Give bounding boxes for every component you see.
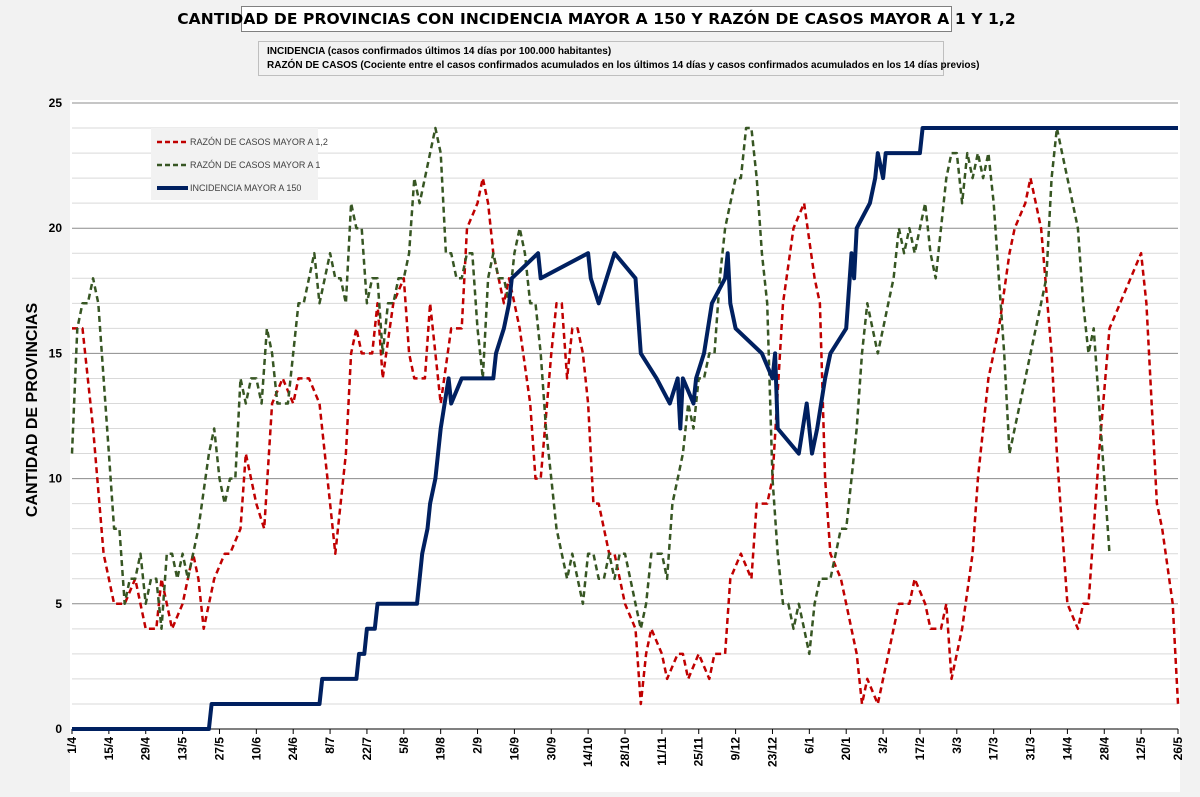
x-tick-label: 13/5 (176, 737, 190, 761)
x-tick-label: 31/3 (1024, 737, 1038, 761)
x-tick-label: 24/6 (286, 737, 300, 761)
x-tick-label: 14/10 (581, 737, 595, 767)
incidence-definition: INCIDENCIA (casos confirmados últimos 14… (267, 46, 612, 57)
chart-title: CANTIDAD DE PROVINCIAS CON INCIDENCIA MA… (177, 6, 1016, 32)
x-tick-label: 9/12 (729, 737, 743, 761)
chart-title-text: CANTIDAD DE PROVINCIAS CON INCIDENCIA MA… (177, 10, 1016, 28)
x-tick-label: 8/7 (323, 737, 337, 754)
x-tick-label: 12/5 (1134, 737, 1148, 761)
legend-label-1: RAZÓN DE CASOS MAYOR A 1,2 (190, 137, 328, 147)
x-tick-label: 16/9 (507, 737, 521, 761)
x-tick-label: 28/10 (618, 737, 632, 767)
x-tick-label: 5/8 (397, 737, 411, 754)
x-tick-label: 27/5 (212, 737, 226, 761)
x-tick-label: 19/8 (434, 737, 448, 761)
y-tick-label: 5 (55, 597, 62, 611)
case-ratio-definition: RAZÓN DE CASOS (Cociente entre el casos … (267, 60, 980, 71)
x-tick-label: 6/1 (802, 737, 816, 754)
x-axis-ticks: 1/4 15/4 29/4 13/5 27/5 10/6 24/6 8/7 22/7 5/8 19/… (65, 729, 1185, 767)
y-tick-label: 0 (55, 722, 62, 736)
legend-label-2: RAZÓN DE CASOS MAYOR A 1 (190, 160, 320, 170)
x-tick-label: 28/4 (1097, 737, 1111, 761)
series-lines (70, 126, 1180, 731)
y-tick-label: 25 (49, 96, 63, 110)
x-tick-label: 1/4 (65, 737, 79, 754)
x-tick-label: 17/3 (987, 737, 1001, 761)
x-tick-label: 26/5 (1171, 737, 1185, 761)
y-tick-label: 20 (49, 221, 63, 235)
x-tick-label: 23/12 (765, 737, 779, 767)
series-line-2 (70, 126, 1111, 656)
x-tick-label: 14/4 (1060, 737, 1074, 761)
definitions-box: INCIDENCIA (casos confirmados últimos 14… (258, 41, 980, 76)
x-tick-label: 29/4 (139, 737, 153, 761)
x-tick-label: 3/3 (950, 737, 964, 754)
y-axis-ticks: 0 5 10 15 20 25 (49, 96, 63, 736)
x-tick-label: 25/11 (692, 737, 706, 767)
x-tick-label: 20/1 (839, 737, 853, 761)
x-tick-label: 11/11 (655, 737, 669, 766)
x-tick-label: 22/7 (360, 737, 374, 761)
x-tick-label: 2/9 (471, 737, 485, 754)
legend-label-3: INCIDENCIA MAYOR A 150 (190, 183, 301, 193)
x-tick-label: 30/9 (544, 737, 558, 761)
x-tick-label: 10/6 (249, 737, 263, 761)
x-tick-label: 17/2 (913, 737, 927, 761)
legend: RAZÓN DE CASOS MAYOR A 1,2 RAZÓN DE CASOS… (151, 128, 328, 200)
y-tick-label: 10 (49, 472, 63, 486)
x-tick-label: 15/4 (102, 737, 116, 761)
x-tick-label: 3/2 (876, 737, 890, 754)
y-axis-label: CANTIDAD DE PROVINCIAS (24, 303, 41, 518)
series-line-1 (72, 176, 1180, 706)
series-line-3 (72, 126, 1178, 731)
y-tick-label: 15 (49, 346, 63, 360)
